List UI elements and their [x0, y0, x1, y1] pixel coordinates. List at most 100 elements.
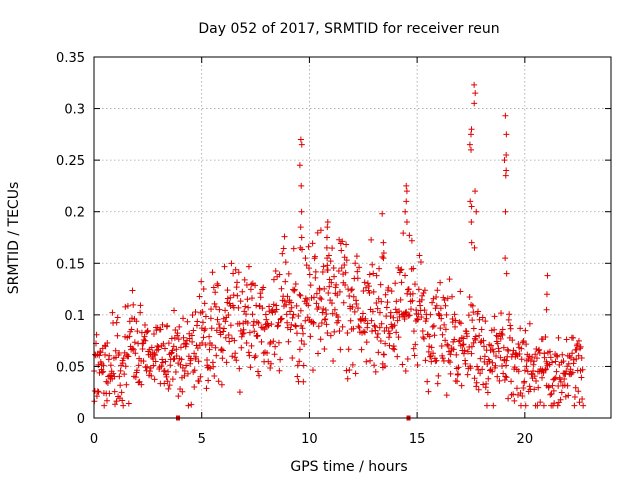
data-point — [349, 303, 356, 310]
data-point — [408, 306, 415, 313]
data-point — [232, 350, 239, 357]
data-point — [323, 321, 330, 328]
data-point — [247, 286, 254, 293]
data-point — [315, 304, 322, 311]
data-point — [456, 337, 463, 344]
x-tick-label: 10 — [301, 432, 318, 447]
data-point — [196, 293, 203, 300]
data-point — [491, 326, 498, 333]
data-point — [101, 402, 108, 409]
data-point — [539, 374, 546, 381]
data-point — [170, 343, 177, 350]
data-point — [230, 270, 237, 277]
data-point — [294, 362, 301, 369]
data-point — [125, 400, 132, 407]
data-point — [282, 259, 289, 266]
data-point — [580, 402, 587, 409]
data-point — [140, 358, 147, 365]
data-point — [336, 288, 343, 295]
data-point — [503, 270, 510, 277]
data-point — [335, 317, 342, 324]
data-point — [506, 311, 513, 318]
data-point — [522, 402, 529, 409]
data-point — [132, 350, 139, 357]
data-point — [485, 375, 492, 382]
data-point — [323, 234, 330, 241]
data-point — [268, 308, 275, 315]
data-point — [93, 331, 100, 338]
data-point — [429, 323, 436, 330]
data-point — [396, 308, 403, 315]
data-point — [267, 365, 274, 372]
data-point — [318, 296, 325, 303]
data-point — [426, 333, 433, 340]
data-point — [112, 401, 119, 408]
data-point — [547, 391, 554, 398]
data-point — [432, 358, 439, 365]
data-point — [457, 320, 464, 327]
data-point — [319, 269, 326, 276]
data-point — [210, 284, 217, 291]
data-point — [379, 210, 386, 217]
data-point — [457, 288, 464, 295]
data-point — [532, 351, 539, 358]
data-point — [443, 392, 450, 399]
data-point — [458, 334, 465, 341]
data-point — [243, 311, 250, 318]
data-point — [173, 346, 180, 353]
data-point — [328, 279, 335, 286]
data-point — [251, 328, 258, 335]
data-point — [281, 298, 288, 305]
data-point — [158, 363, 165, 370]
data-point — [390, 314, 397, 321]
data-point — [402, 208, 409, 215]
data-point — [288, 299, 295, 306]
data-point — [442, 302, 449, 309]
data-point — [343, 241, 350, 248]
data-point — [270, 276, 277, 283]
x-tick-label: 20 — [517, 432, 534, 447]
data-point — [178, 356, 185, 363]
data-point — [366, 283, 373, 290]
data-point — [219, 355, 226, 362]
data-point — [372, 327, 379, 334]
data-point — [417, 259, 424, 266]
data-point — [417, 302, 424, 309]
data-point — [553, 368, 560, 375]
data-point — [157, 326, 164, 333]
data-point — [381, 351, 388, 358]
data-point — [579, 366, 586, 373]
data-point — [324, 262, 331, 269]
data-point — [403, 182, 410, 189]
data-point — [114, 314, 121, 321]
data-point — [494, 373, 501, 380]
data-point — [421, 335, 428, 342]
data-point — [468, 126, 475, 133]
data-point — [118, 389, 125, 396]
data-point — [318, 319, 325, 326]
data-point — [321, 285, 328, 292]
data-point — [489, 368, 496, 375]
data-point — [468, 239, 475, 246]
data-point — [503, 167, 510, 174]
data-point — [225, 311, 232, 318]
data-point — [416, 252, 423, 259]
data-point — [428, 344, 435, 351]
data-point — [438, 315, 445, 322]
data-point — [418, 313, 425, 320]
data-point — [498, 330, 505, 337]
data-point — [228, 260, 235, 267]
data-point — [93, 393, 100, 400]
data-point — [137, 309, 144, 316]
data-point — [502, 112, 509, 119]
data-point — [123, 381, 130, 388]
data-point — [391, 322, 398, 329]
data-point — [119, 397, 126, 404]
data-point — [542, 366, 549, 373]
data-point — [558, 389, 565, 396]
data-point — [325, 290, 332, 297]
data-point — [297, 307, 304, 314]
data-point — [244, 296, 251, 303]
data-point — [564, 382, 571, 389]
data-point — [479, 314, 486, 321]
